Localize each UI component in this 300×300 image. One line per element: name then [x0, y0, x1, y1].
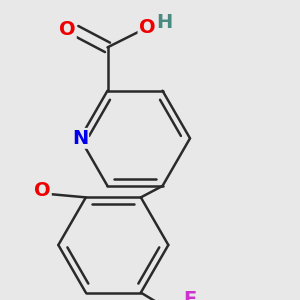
Text: H: H: [157, 13, 173, 32]
Text: O: O: [59, 20, 76, 38]
Text: O: O: [34, 181, 51, 200]
Text: N: N: [72, 129, 88, 148]
Text: O: O: [139, 18, 155, 37]
Text: F: F: [184, 290, 197, 300]
